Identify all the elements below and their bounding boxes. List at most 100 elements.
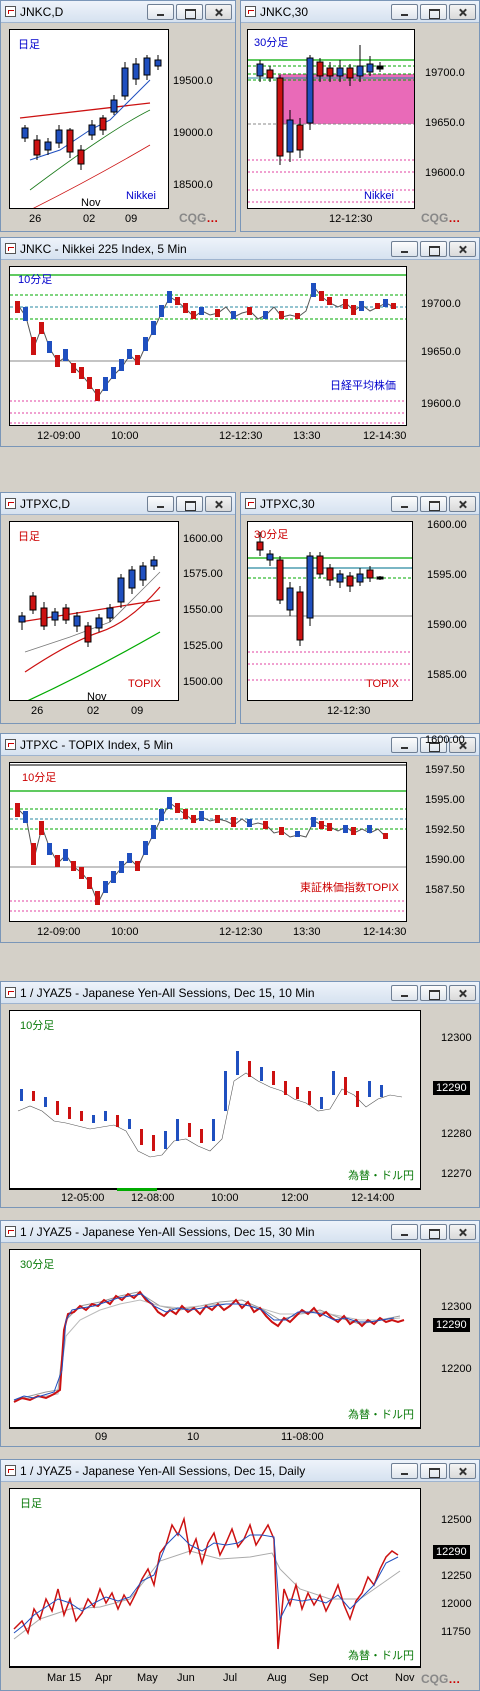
close-button[interactable]	[205, 4, 232, 20]
x-month-label: Nov	[81, 197, 101, 209]
chart-plot-area[interactable]: 30分足 Nikkei	[247, 29, 415, 209]
period-label: 30分足	[254, 37, 289, 49]
close-button[interactable]	[449, 737, 476, 753]
chart-plot-area[interactable]: 30分足 TOPIX	[247, 521, 413, 701]
x-tick: 09	[125, 213, 138, 225]
x-tick: 12-14:30	[363, 926, 407, 938]
y-tick: 19700.0	[425, 67, 465, 79]
x-tick: 09	[131, 705, 144, 717]
close-button[interactable]	[449, 4, 476, 20]
price-chart	[10, 764, 406, 912]
price-chart	[13, 1516, 401, 1650]
window-topix-5min[interactable]: JTPXC - TOPIX Index, 5 Min	[0, 733, 480, 943]
maximize-button[interactable]	[420, 241, 447, 257]
y-tick: 1500.00	[183, 676, 223, 688]
minimize-button[interactable]	[391, 1224, 418, 1240]
x-tick: 02	[87, 705, 100, 717]
x-tick: 12-12:30	[219, 430, 263, 442]
y-tick: 1590.00	[427, 619, 467, 631]
period-label: 10分足	[20, 1020, 55, 1032]
y-tick: 19000.0	[173, 127, 213, 139]
window-jnkc-daily[interactable]: JNKC,D 日足 Nikkei	[0, 0, 236, 232]
chart-window-icon	[245, 498, 256, 509]
y-tick: 12270	[441, 1168, 472, 1180]
x-tick: 02	[83, 213, 96, 225]
maximize-button[interactable]	[420, 985, 447, 1001]
session-bar	[9, 1427, 421, 1429]
y-tick: 11750	[441, 1626, 471, 1638]
maximize-button[interactable]	[420, 1463, 447, 1479]
maximize-button[interactable]	[420, 1224, 447, 1240]
minimize-button[interactable]	[391, 241, 418, 257]
title-bar[interactable]: JNKC,30	[241, 1, 479, 23]
x-tick: 26	[31, 705, 44, 717]
x-tick: 09	[95, 1431, 108, 1443]
y-tick: 1590.00	[425, 854, 465, 866]
close-button[interactable]	[449, 496, 476, 512]
minimize-button[interactable]	[391, 496, 418, 512]
minimize-button[interactable]	[147, 4, 174, 20]
chart-plot-area[interactable]: 10分足 日経平均株価	[9, 266, 407, 426]
y-tick: 1597.50	[425, 764, 465, 776]
chart-plot-area[interactable]: 日足 為替・ドル円	[9, 1488, 421, 1668]
close-button[interactable]	[449, 241, 476, 257]
window-jnkc-30min[interactable]: JNKC,30	[240, 0, 480, 232]
chart-plot-area[interactable]: 10分足 為替・ドル円	[9, 1010, 421, 1190]
maximize-button[interactable]	[420, 737, 447, 753]
window-nikkei-5min[interactable]: JNKC - Nikkei 225 Index, 5 Min	[0, 237, 480, 447]
period-label: 日足	[18, 531, 40, 543]
y-tick: 1550.00	[183, 604, 223, 616]
title-bar[interactable]: JNKC - Nikkei 225 Index, 5 Min	[1, 238, 479, 260]
window-jtpxc-daily[interactable]: JTPXC,D 日足 TOPIX	[0, 492, 236, 724]
cqg-logo: CQG…	[421, 211, 461, 225]
window-yen-10min[interactable]: 1 / JYAZ5 - Japanese Yen-All Sessions, D…	[0, 981, 480, 1208]
title-bar[interactable]: 1 / JYAZ5 - Japanese Yen-All Sessions, D…	[1, 1460, 479, 1482]
chart-plot-area[interactable]: 30分足 為替・ドル円	[9, 1249, 421, 1429]
close-button[interactable]	[449, 1463, 476, 1479]
window-yen-daily[interactable]: 1 / JYAZ5 - Japanese Yen-All Sessions, D…	[0, 1459, 480, 1691]
maximize-button[interactable]	[176, 4, 203, 20]
chart-plot-area[interactable]: 10分足 東証株価指数TOPIX	[9, 762, 407, 922]
y-tick: 1587.50	[425, 884, 465, 896]
session-bar-active	[117, 1188, 157, 1191]
y-tick: 19600.0	[425, 167, 465, 179]
window-jtpxc-30min[interactable]: JTPXC,30	[240, 492, 480, 724]
window-yen-30min[interactable]: 1 / JYAZ5 - Japanese Yen-All Sessions, D…	[0, 1220, 480, 1447]
chart-window-icon	[5, 498, 16, 509]
title-bar[interactable]: JNKC,D	[1, 1, 235, 23]
maximize-button[interactable]	[420, 496, 447, 512]
x-tick: 13:30	[293, 430, 321, 442]
x-tick: Mar 15	[47, 1672, 82, 1684]
minimize-button[interactable]	[391, 1463, 418, 1479]
maximize-button[interactable]	[420, 4, 447, 20]
minimize-button[interactable]	[391, 4, 418, 20]
chart-plot-area[interactable]: 日足 Nikkei	[9, 29, 169, 209]
x-tick: 26	[29, 213, 42, 225]
session-bar	[9, 1188, 421, 1190]
minimize-button[interactable]	[391, 985, 418, 1001]
title-bar[interactable]: JTPXC,30	[241, 493, 479, 515]
x-tick: 12-09:00	[37, 926, 81, 938]
title-bar[interactable]: JTPXC,D	[1, 493, 235, 515]
x-tick: 11-08:00	[281, 1431, 324, 1443]
period-label: 30分足	[20, 1259, 55, 1271]
title-bar[interactable]: 1 / JYAZ5 - Japanese Yen-All Sessions, D…	[1, 1221, 479, 1243]
minimize-button[interactable]	[147, 496, 174, 512]
symbol-name-label: Nikkei	[364, 190, 394, 202]
chart-window-icon	[5, 739, 16, 750]
close-button[interactable]	[449, 1224, 476, 1240]
symbol-name-label: 為替・ドル円	[348, 1650, 414, 1662]
chart-plot-area[interactable]: 日足 TOPIX	[9, 521, 179, 701]
minimize-button[interactable]	[391, 737, 418, 753]
maximize-button[interactable]	[176, 496, 203, 512]
window-title: JNKC,D	[20, 5, 64, 19]
close-button[interactable]	[449, 985, 476, 1001]
title-bar[interactable]: JTPXC - TOPIX Index, 5 Min	[1, 734, 479, 756]
title-bar[interactable]: 1 / JYAZ5 - Japanese Yen-All Sessions, D…	[1, 982, 479, 1004]
symbol-name-label: 日経平均株価	[330, 380, 396, 392]
close-button[interactable]	[205, 496, 232, 512]
price-chart	[248, 532, 412, 681]
chart-window-icon	[5, 1465, 16, 1476]
x-tick: 10:00	[111, 926, 139, 938]
symbol-name-label: TOPIX	[128, 678, 161, 690]
